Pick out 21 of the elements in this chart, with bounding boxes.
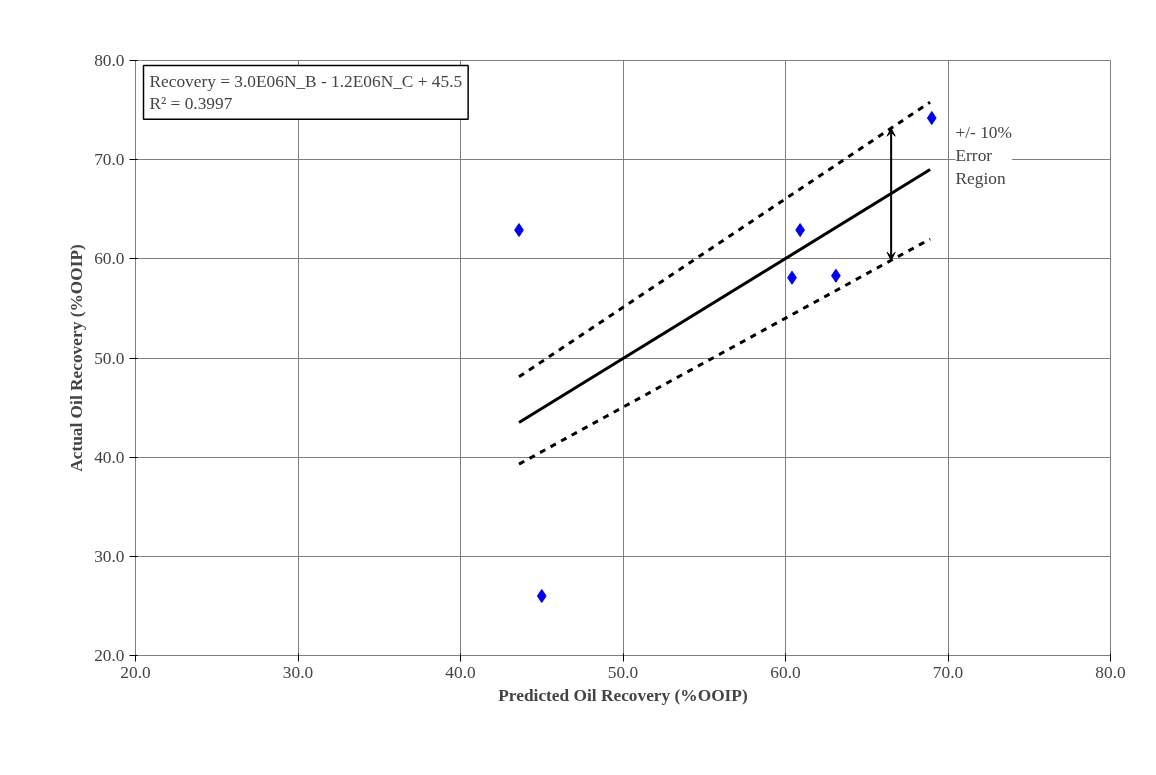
y-tick-label: 30.0 <box>94 546 125 566</box>
annotation: R² = 0.3997 <box>149 94 233 114</box>
x-tick-label: 20.0 <box>120 662 151 682</box>
x-tick-label: 50.0 <box>607 662 639 682</box>
y-tick-label: 20.0 <box>94 646 125 665</box>
y-axis-title: Actual Oil Recovery (%OOIP) <box>67 243 87 472</box>
y-tick-label: 70.0 <box>94 150 125 170</box>
x-tick-label: 60.0 <box>770 662 801 682</box>
x-tick-label: 80.0 <box>1095 662 1126 682</box>
y-tick-label: 80.0 <box>94 51 125 70</box>
y-tick-label: 50.0 <box>94 348 125 368</box>
x-tick-label: 30.0 <box>282 662 314 682</box>
x-tick-label: 70.0 <box>932 662 964 682</box>
x-axis-title: Predicted Oil Recovery (%OOIP) <box>498 685 748 705</box>
annotation: Recovery = 3.0E06N_B - 1.2E06N_C + 45.5 <box>149 71 463 91</box>
point <box>536 589 547 603</box>
x-tick-label: 40.0 <box>445 662 476 682</box>
annotation: +/- 10% Error Region <box>955 123 1012 188</box>
y-tick-label: 60.0 <box>94 249 125 269</box>
point <box>926 111 937 126</box>
y-tick-label: 40.0 <box>94 447 125 467</box>
